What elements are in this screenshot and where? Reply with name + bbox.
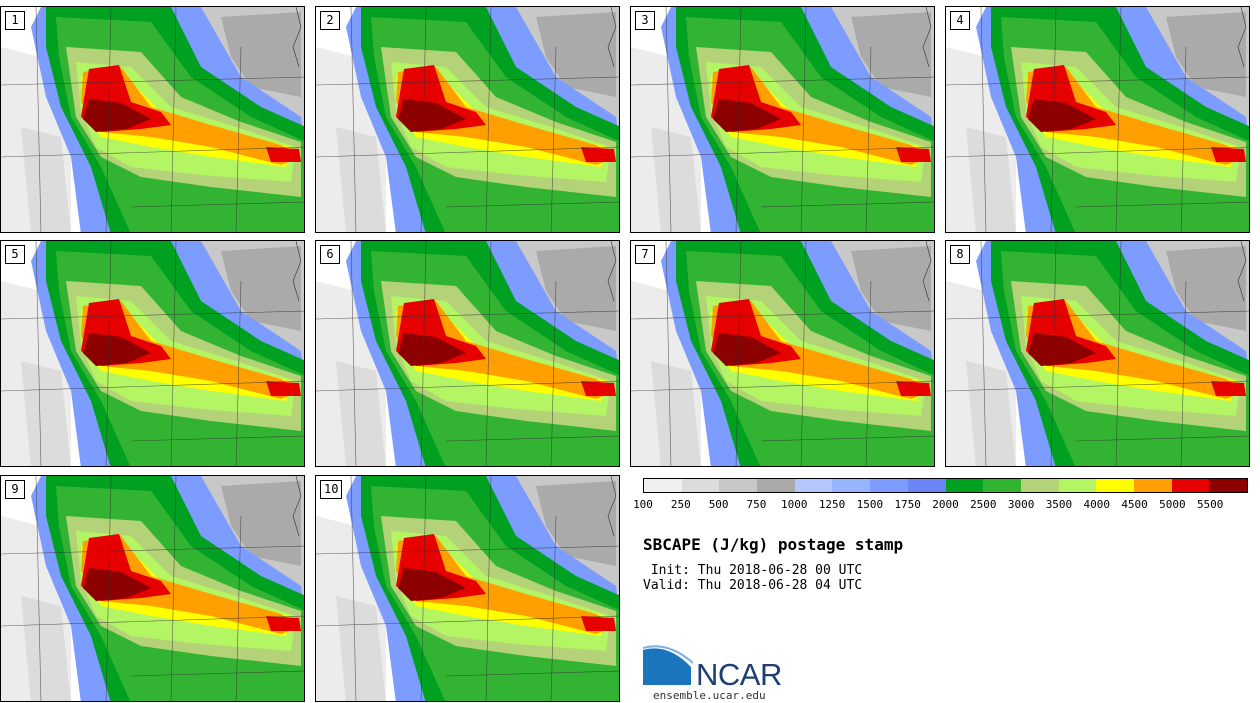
colorbar-swatch	[983, 479, 1021, 492]
colorbar-tick-label: 1750	[894, 498, 921, 511]
colorbar-tick-label: 1000	[781, 498, 808, 511]
panel-number-label: 9	[5, 480, 25, 499]
colorbar-tick-label: 3000	[1007, 498, 1035, 511]
colorbar-tick-label: 1250	[818, 498, 846, 511]
colorbar-swatch	[1171, 479, 1210, 492]
postage-stamp-panel: 8	[945, 240, 1250, 467]
colorbar-tick-label: 500	[708, 498, 729, 511]
colorbar-tick-label: 1500	[856, 498, 884, 511]
colorbar-swatch	[832, 479, 871, 492]
colorbar-swatch	[1058, 479, 1097, 492]
sbcape-map	[631, 241, 934, 466]
panel-number-label: 1	[5, 11, 25, 30]
colorbar-ticks: 100 250 500 750 1000 1250 1500 1750 2000 2500 3000…	[633, 498, 1248, 512]
colorbar-swatch	[757, 479, 795, 492]
panel-number-label: 7	[635, 245, 655, 264]
panel-number-label: 10	[320, 480, 343, 499]
sbcape-map	[316, 241, 619, 466]
colorbar-tick-label: 5500	[1196, 498, 1224, 511]
colorbar-tick-label: 3500	[1045, 498, 1073, 511]
panel-number-label: 2	[320, 11, 340, 30]
postage-stamp-panel: 1	[0, 6, 305, 233]
colorbar-tick-label: 750	[746, 498, 767, 511]
sbcape-map	[1, 476, 304, 701]
sbcape-map	[1, 241, 304, 466]
site-url: ensemble.ucar.edu	[653, 689, 766, 702]
colorbar-swatch	[870, 479, 908, 492]
colorbar-swatch	[681, 479, 720, 492]
postage-stamp-panel: 10	[315, 475, 620, 702]
postage-stamp-panel: 7	[630, 240, 935, 467]
colorbar-swatch	[945, 479, 984, 492]
ncar-logo-icon	[643, 645, 694, 685]
ncar-logo-text: NCAR	[696, 657, 782, 692]
colorbar-swatch	[794, 479, 833, 492]
colorbar-swatch	[1096, 479, 1134, 492]
colorbar-swatch	[1020, 479, 1059, 492]
panel-number-label: 4	[950, 11, 970, 30]
sbcape-map	[1, 7, 304, 232]
colorbar-tick-label: 250	[670, 498, 691, 511]
colorbar-tick-label: 4500	[1121, 498, 1148, 511]
panel-number-label: 3	[635, 11, 655, 30]
panel-number-label: 5	[5, 245, 25, 264]
sbcape-map	[316, 7, 619, 232]
postage-stamp-panel: 9	[0, 475, 305, 702]
postage-stamp-panel: 5	[0, 240, 305, 467]
colorbar	[643, 478, 1248, 493]
plot-title: SBCAPE (J/kg) postage stamp	[643, 535, 904, 554]
panel-number-label: 6	[320, 245, 340, 264]
colorbar-tick-label: 2000	[932, 498, 959, 511]
colorbar-swatch	[719, 479, 758, 492]
colorbar-tick-label: 4000	[1083, 498, 1111, 511]
sbcape-map	[946, 241, 1249, 466]
postage-stamp-panel: 6	[315, 240, 620, 467]
sbcape-map	[316, 476, 619, 701]
colorbar-swatch	[644, 479, 682, 492]
colorbar-swatch	[1209, 479, 1247, 492]
colorbar-tick-label: 5000	[1159, 498, 1186, 511]
postage-stamp-panel: 3	[630, 6, 935, 233]
postage-stamp-panel: 4	[945, 6, 1250, 233]
init-time: Init: Thu 2018-06-28 00 UTC	[643, 563, 863, 578]
colorbar-tick-label: 2500	[970, 498, 997, 511]
valid-time: Valid: Thu 2018-06-28 04 UTC	[643, 578, 863, 593]
colorbar-swatch	[907, 479, 946, 492]
panel-number-label: 8	[950, 245, 970, 264]
sbcape-map	[946, 7, 1249, 232]
postage-stamp-panel: 2	[315, 6, 620, 233]
colorbar-swatch	[1133, 479, 1172, 492]
sbcape-map	[631, 7, 934, 232]
colorbar-tick-label: 100	[633, 498, 653, 511]
